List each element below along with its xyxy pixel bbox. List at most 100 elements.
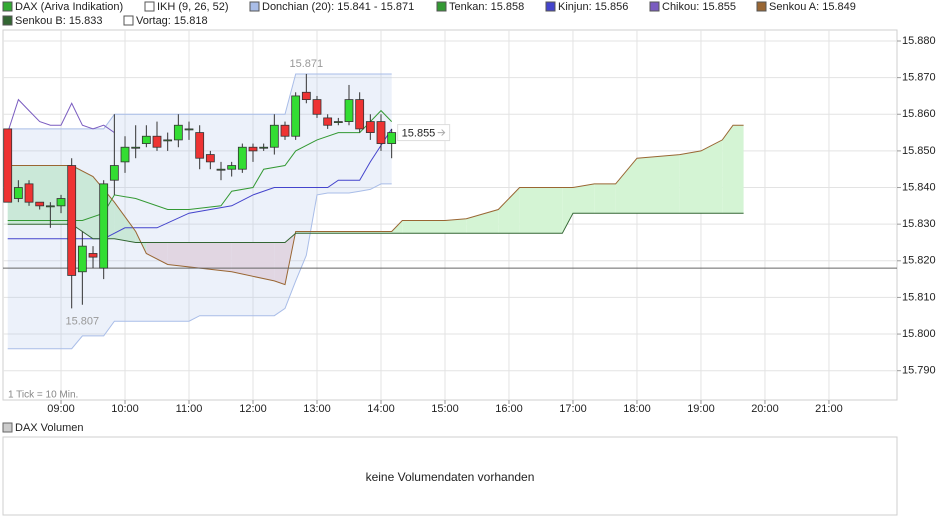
candle-body [323, 117, 333, 126]
indicator-line [7, 98, 115, 134]
plot-frame [2, 29, 898, 401]
candle-body [312, 99, 322, 115]
y-tick-label: 15.800 [902, 328, 936, 340]
candle-body [141, 135, 151, 144]
candles [3, 73, 397, 309]
last-price-label: 15.855 [402, 127, 436, 139]
candle-body [56, 198, 66, 207]
donchian-upper [7, 73, 392, 130]
candle-body [152, 135, 162, 148]
x-tick-label: 10:00 [111, 403, 139, 415]
legend-swatch [545, 1, 556, 12]
candle-body [45, 205, 55, 208]
candle-body [173, 124, 183, 141]
legend-label: Tenkan: 15.858 [449, 1, 524, 13]
candle-body [205, 154, 215, 163]
donchian-lower [7, 183, 392, 350]
candle-body [131, 146, 141, 149]
candle-body [355, 99, 365, 130]
candle-body [301, 91, 311, 101]
x-tick-label: 21:00 [815, 403, 843, 415]
candle-body [77, 245, 87, 273]
cloud-segment [167, 242, 232, 272]
last-price-box [397, 124, 451, 142]
legend-swatch [756, 1, 767, 12]
x-tick-label: 16:00 [495, 403, 523, 415]
candle-body [109, 165, 119, 181]
candle-body [184, 128, 194, 131]
y-tick-label: 15.840 [902, 181, 936, 193]
cloud-segment [637, 154, 680, 214]
legend-swatch [649, 1, 660, 12]
indicator-lines [3, 98, 897, 286]
x-tick-label: 14:00 [367, 403, 395, 415]
cloud-segment [402, 220, 413, 234]
cloud [7, 125, 744, 285]
candle-body [259, 146, 269, 149]
cloud-segment [413, 220, 445, 234]
legend-label: DAX (Ariva Indikation) [15, 1, 123, 13]
candle-body [120, 146, 130, 163]
cloud-segment [722, 125, 733, 214]
y-tick-label: 15.860 [902, 108, 936, 120]
indicator-line [7, 212, 744, 243]
legend-label: Kinjun: 15.856 [558, 1, 628, 13]
cloud-segment [701, 139, 723, 214]
legend-label: Vortag: 15.818 [136, 15, 208, 27]
x-tick-label: 15:00 [431, 403, 459, 415]
tick-note: 1 Tick = 10 Min. [8, 390, 78, 401]
cloud-segment [466, 209, 499, 234]
cloud-segment [519, 187, 563, 234]
x-tick-label: 17:00 [559, 403, 587, 415]
candle-body [269, 124, 279, 148]
labels: 15.790 15.800 15.810 15.820 15.830 15.840 15.8… [2, 1, 936, 415]
candle-body [35, 201, 45, 207]
candle-body [365, 121, 375, 133]
last-price-arrow [437, 129, 446, 136]
low-label: 15.807 [66, 315, 100, 327]
legend-swatch [436, 1, 447, 12]
volume-legend-box [2, 422, 13, 433]
candle-body [3, 128, 13, 203]
legend-label: Chikou: 15.855 [662, 1, 736, 13]
x-tick-label: 20:00 [751, 403, 779, 415]
candle-body [24, 183, 34, 203]
x-tick-label: 19:00 [687, 403, 715, 415]
cloud-segment [733, 125, 744, 214]
cloud-segment [274, 242, 285, 285]
y-tick-label: 15.830 [902, 218, 936, 230]
candle-body [163, 139, 173, 142]
cloud-segment [498, 187, 520, 234]
volume-title: DAX Volumen [15, 422, 83, 434]
x-tick-label: 11:00 [176, 403, 203, 415]
x-tick-label: 12:00 [239, 403, 267, 415]
high-label: 15.871 [290, 58, 324, 70]
y-tick-label: 15.880 [902, 35, 936, 47]
y-tick-label: 15.870 [902, 72, 936, 84]
legend-swatch [2, 15, 13, 26]
volume-message: keine Volumendaten vorhanden [366, 470, 535, 484]
cloud-segment [594, 183, 616, 214]
legend-swatch [249, 1, 260, 12]
y-tick-label: 15.810 [902, 291, 936, 303]
legend-swatch [144, 1, 155, 12]
cloud-segment [146, 242, 168, 265]
volume-frame [2, 436, 898, 516]
legend-label: Senkou A: 15.849 [769, 1, 856, 13]
cloud-segment [615, 158, 637, 214]
y-tick-label: 15.850 [902, 145, 936, 157]
indicator-line [7, 109, 393, 221]
legend-swatch [123, 15, 134, 26]
candle-body [387, 132, 397, 144]
candle-body [67, 165, 77, 276]
y-tick-label: 15.790 [902, 365, 936, 377]
candle-body [280, 124, 290, 137]
cloud-segment [231, 242, 275, 281]
candle-body [333, 121, 343, 123]
cloud-segment [445, 218, 467, 234]
candle-body [13, 187, 23, 199]
candle-body [216, 168, 226, 171]
cloud-segment [573, 183, 595, 214]
candle-body [291, 95, 301, 137]
